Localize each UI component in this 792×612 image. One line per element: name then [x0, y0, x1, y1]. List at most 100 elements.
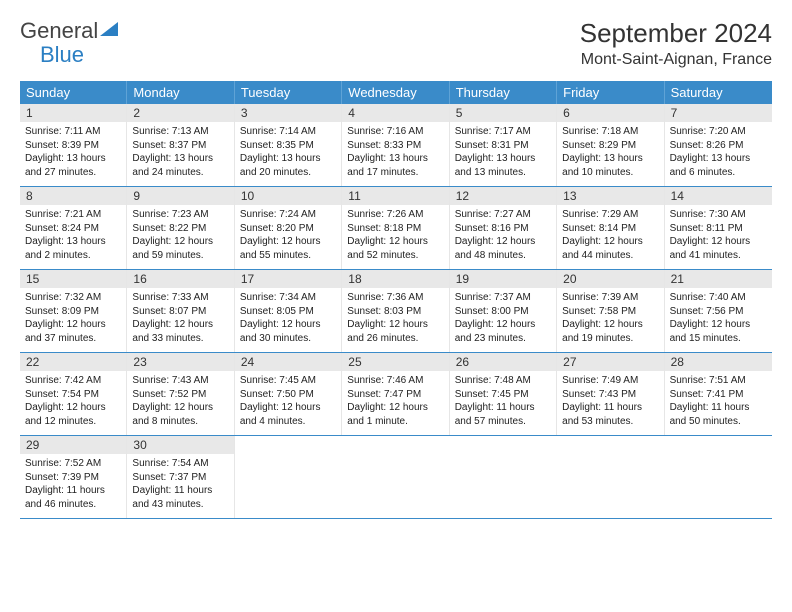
day-cell: 3Sunrise: 7:14 AMSunset: 8:35 PMDaylight…	[235, 104, 342, 186]
daylight-line: Daylight: 12 hours and 26 minutes.	[347, 318, 443, 345]
sunset-line: Sunset: 8:26 PM	[670, 139, 767, 153]
daylight-line: Daylight: 13 hours and 20 minutes.	[240, 152, 336, 179]
sunrise-line: Sunrise: 7:21 AM	[25, 208, 121, 222]
daylight-line: Daylight: 11 hours and 46 minutes.	[25, 484, 121, 511]
day-number: 5	[450, 104, 556, 122]
sunrise-line: Sunrise: 7:36 AM	[347, 291, 443, 305]
day-number: 26	[450, 353, 556, 371]
sunset-line: Sunset: 8:07 PM	[132, 305, 228, 319]
day-body: Sunrise: 7:37 AMSunset: 8:00 PMDaylight:…	[450, 288, 556, 350]
day-number: 2	[127, 104, 233, 122]
sunset-line: Sunset: 8:03 PM	[347, 305, 443, 319]
day-body: Sunrise: 7:24 AMSunset: 8:20 PMDaylight:…	[235, 205, 341, 267]
day-number: 22	[20, 353, 126, 371]
daylight-line: Daylight: 12 hours and 44 minutes.	[562, 235, 658, 262]
day-header-cell: Thursday	[450, 81, 557, 104]
day-header-cell: Saturday	[665, 81, 772, 104]
day-number: 14	[665, 187, 772, 205]
day-number: 10	[235, 187, 341, 205]
day-body: Sunrise: 7:30 AMSunset: 8:11 PMDaylight:…	[665, 205, 772, 267]
daylight-line: Daylight: 12 hours and 15 minutes.	[670, 318, 767, 345]
weeks-container: 1Sunrise: 7:11 AMSunset: 8:39 PMDaylight…	[20, 104, 772, 519]
daylight-line: Daylight: 12 hours and 33 minutes.	[132, 318, 228, 345]
sunrise-line: Sunrise: 7:39 AM	[562, 291, 658, 305]
sunset-line: Sunset: 7:37 PM	[132, 471, 228, 485]
daylight-line: Daylight: 12 hours and 55 minutes.	[240, 235, 336, 262]
sunrise-line: Sunrise: 7:33 AM	[132, 291, 228, 305]
day-cell: 17Sunrise: 7:34 AMSunset: 8:05 PMDayligh…	[235, 270, 342, 352]
title-block: September 2024 Mont-Saint-Aignan, France	[580, 18, 772, 69]
day-number: 11	[342, 187, 448, 205]
sunset-line: Sunset: 8:09 PM	[25, 305, 121, 319]
sunset-line: Sunset: 7:47 PM	[347, 388, 443, 402]
day-cell: 11Sunrise: 7:26 AMSunset: 8:18 PMDayligh…	[342, 187, 449, 269]
sunrise-line: Sunrise: 7:26 AM	[347, 208, 443, 222]
sunset-line: Sunset: 7:45 PM	[455, 388, 551, 402]
day-number: 25	[342, 353, 448, 371]
day-body: Sunrise: 7:48 AMSunset: 7:45 PMDaylight:…	[450, 371, 556, 433]
brand-name-1: General	[20, 18, 98, 44]
day-cell: 14Sunrise: 7:30 AMSunset: 8:11 PMDayligh…	[665, 187, 772, 269]
daylight-line: Daylight: 11 hours and 53 minutes.	[562, 401, 658, 428]
sunset-line: Sunset: 8:37 PM	[132, 139, 228, 153]
sunrise-line: Sunrise: 7:54 AM	[132, 457, 228, 471]
day-number: 17	[235, 270, 341, 288]
day-number: 23	[127, 353, 233, 371]
day-body: Sunrise: 7:32 AMSunset: 8:09 PMDaylight:…	[20, 288, 126, 350]
week-row: 15Sunrise: 7:32 AMSunset: 8:09 PMDayligh…	[20, 270, 772, 353]
day-number: 24	[235, 353, 341, 371]
daylight-line: Daylight: 12 hours and 12 minutes.	[25, 401, 121, 428]
day-body: Sunrise: 7:54 AMSunset: 7:37 PMDaylight:…	[127, 454, 233, 516]
day-header-row: SundayMondayTuesdayWednesdayThursdayFrid…	[20, 81, 772, 104]
day-number: 4	[342, 104, 448, 122]
sunrise-line: Sunrise: 7:20 AM	[670, 125, 767, 139]
day-body: Sunrise: 7:45 AMSunset: 7:50 PMDaylight:…	[235, 371, 341, 433]
day-header-cell: Monday	[127, 81, 234, 104]
empty-cell	[450, 436, 557, 518]
sunrise-line: Sunrise: 7:30 AM	[670, 208, 767, 222]
daylight-line: Daylight: 13 hours and 13 minutes.	[455, 152, 551, 179]
day-number: 29	[20, 436, 126, 454]
daylight-line: Daylight: 12 hours and 8 minutes.	[132, 401, 228, 428]
day-body: Sunrise: 7:36 AMSunset: 8:03 PMDaylight:…	[342, 288, 448, 350]
day-number: 30	[127, 436, 233, 454]
day-cell: 4Sunrise: 7:16 AMSunset: 8:33 PMDaylight…	[342, 104, 449, 186]
month-title: September 2024	[580, 18, 772, 49]
brand-triangle-icon	[100, 22, 118, 36]
sunset-line: Sunset: 8:24 PM	[25, 222, 121, 236]
week-row: 1Sunrise: 7:11 AMSunset: 8:39 PMDaylight…	[20, 104, 772, 187]
day-number: 6	[557, 104, 663, 122]
day-header-cell: Sunday	[20, 81, 127, 104]
day-number: 3	[235, 104, 341, 122]
day-number: 20	[557, 270, 663, 288]
day-number: 8	[20, 187, 126, 205]
day-cell: 15Sunrise: 7:32 AMSunset: 8:09 PMDayligh…	[20, 270, 127, 352]
day-body: Sunrise: 7:26 AMSunset: 8:18 PMDaylight:…	[342, 205, 448, 267]
daylight-line: Daylight: 13 hours and 17 minutes.	[347, 152, 443, 179]
day-body: Sunrise: 7:13 AMSunset: 8:37 PMDaylight:…	[127, 122, 233, 184]
day-cell: 7Sunrise: 7:20 AMSunset: 8:26 PMDaylight…	[665, 104, 772, 186]
day-number: 27	[557, 353, 663, 371]
sunrise-line: Sunrise: 7:13 AM	[132, 125, 228, 139]
sunset-line: Sunset: 8:33 PM	[347, 139, 443, 153]
sunrise-line: Sunrise: 7:23 AM	[132, 208, 228, 222]
day-cell: 21Sunrise: 7:40 AMSunset: 7:56 PMDayligh…	[665, 270, 772, 352]
day-number: 19	[450, 270, 556, 288]
day-cell: 6Sunrise: 7:18 AMSunset: 8:29 PMDaylight…	[557, 104, 664, 186]
day-cell: 26Sunrise: 7:48 AMSunset: 7:45 PMDayligh…	[450, 353, 557, 435]
day-cell: 29Sunrise: 7:52 AMSunset: 7:39 PMDayligh…	[20, 436, 127, 518]
daylight-line: Daylight: 12 hours and 23 minutes.	[455, 318, 551, 345]
sunrise-line: Sunrise: 7:43 AM	[132, 374, 228, 388]
sunset-line: Sunset: 7:54 PM	[25, 388, 121, 402]
sunrise-line: Sunrise: 7:48 AM	[455, 374, 551, 388]
day-number: 18	[342, 270, 448, 288]
day-body: Sunrise: 7:39 AMSunset: 7:58 PMDaylight:…	[557, 288, 663, 350]
sunrise-line: Sunrise: 7:45 AM	[240, 374, 336, 388]
sunset-line: Sunset: 8:11 PM	[670, 222, 767, 236]
sunrise-line: Sunrise: 7:32 AM	[25, 291, 121, 305]
sunset-line: Sunset: 7:41 PM	[670, 388, 767, 402]
empty-cell	[557, 436, 664, 518]
week-row: 8 Sunrise: 7:21 AMSunset: 8:24 PM Daylight…	[20, 187, 772, 270]
day-cell: 16Sunrise: 7:33 AMSunset: 8:07 PMDayligh…	[127, 270, 234, 352]
sunrise-line: Sunrise: 7:51 AM	[670, 374, 767, 388]
